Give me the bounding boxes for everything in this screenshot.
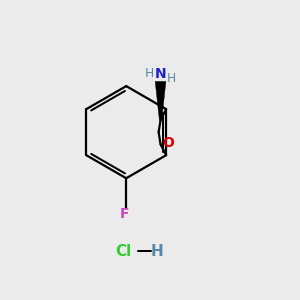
Text: H: H [167,72,176,85]
Polygon shape [155,81,166,120]
Text: H: H [145,68,154,80]
Text: N: N [155,67,167,81]
Text: H: H [151,244,164,259]
Text: O: O [162,136,174,150]
Text: F: F [120,208,130,221]
Text: Cl: Cl [116,244,132,259]
